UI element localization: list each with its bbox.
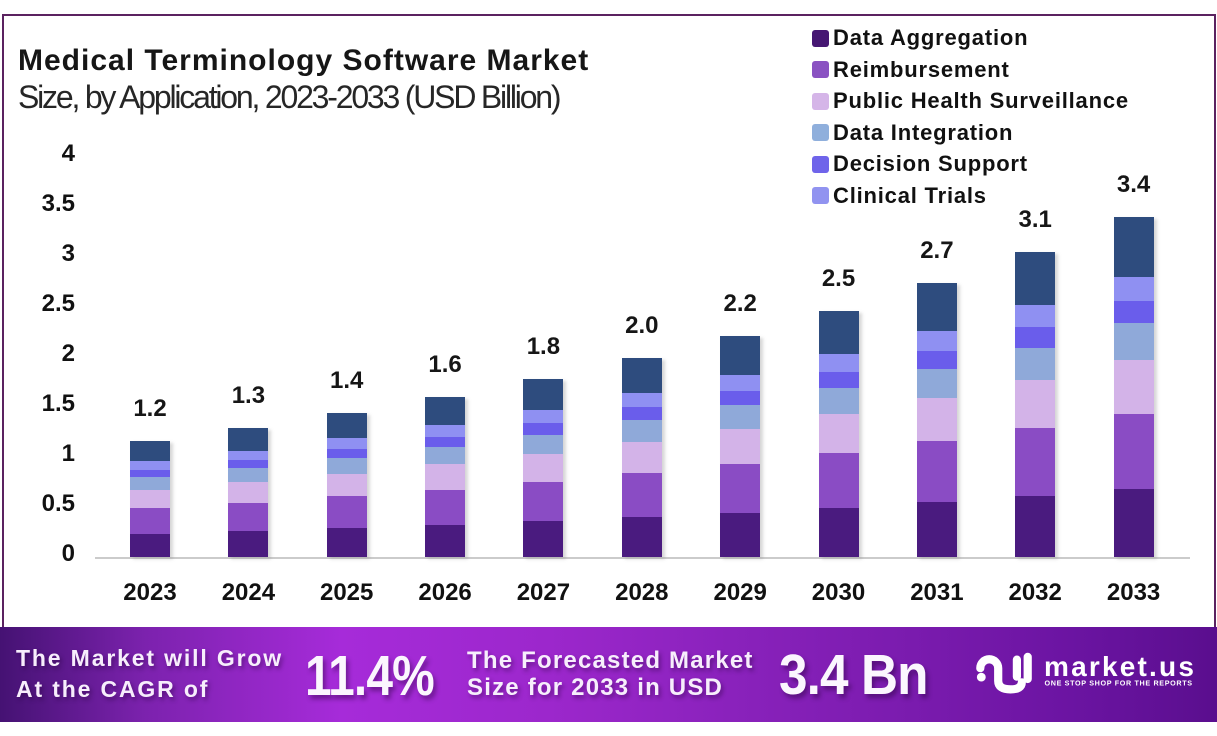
svg-text:market.us: market.us (1044, 651, 1196, 682)
svg-text:ONE STOP SHOP FOR THE REPORTS: ONE STOP SHOP FOR THE REPORTS (1045, 679, 1193, 688)
